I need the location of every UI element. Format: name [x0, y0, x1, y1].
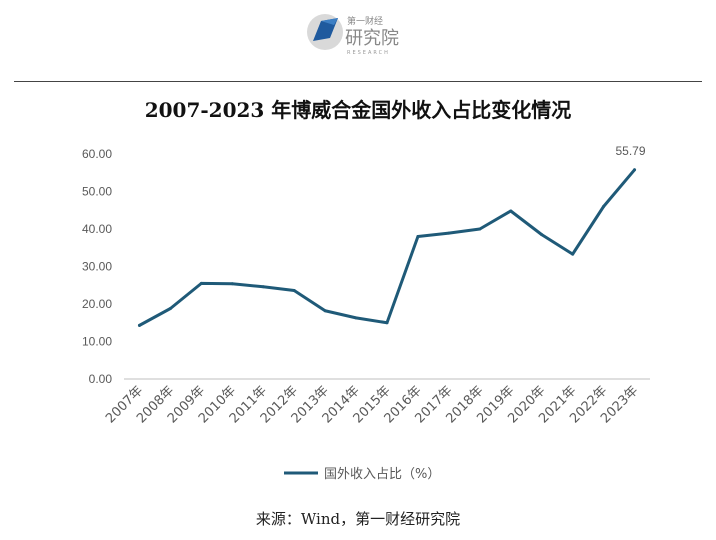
header-divider [14, 81, 702, 82]
data-point [540, 233, 544, 237]
data-point [137, 323, 141, 327]
y-tick-label: 40.00 [82, 222, 112, 236]
data-label: 55.79 [616, 144, 646, 158]
data-point [509, 209, 513, 213]
data-point [168, 307, 172, 310]
data-point [478, 227, 482, 231]
data-point [633, 168, 637, 172]
data-point [199, 281, 203, 285]
data-point [416, 235, 420, 238]
x-axis-ticks: 2007年2008年2009年2010年2011年2012年2013年2014年… [103, 383, 641, 426]
y-tick-label: 20.00 [82, 297, 112, 311]
source-note: 来源：Wind，第一财经研究院 [255, 510, 461, 528]
chart-title: 2007-2023 年博威合金国外收入占比变化情况 [144, 98, 572, 122]
research-logo: 第一财经 研究院 RESEARCH [305, 8, 415, 56]
data-point [447, 231, 451, 235]
logo-sub-text: RESEARCH [347, 50, 390, 56]
data-point [354, 316, 358, 320]
folded-paper-logo-icon [307, 14, 343, 50]
data-point [261, 285, 265, 289]
y-tick-label: 0.00 [89, 372, 113, 386]
logo-small-text: 第一财经 [347, 15, 383, 27]
data-point [323, 309, 327, 313]
y-tick-label: 10.00 [82, 335, 112, 349]
data-point [571, 252, 575, 256]
y-tick-label: 60.00 [82, 147, 112, 161]
line-chart: 0.00 10.00 20.00 30.00 40.00 50.00 60.00 2007年… [82, 144, 650, 482]
logo-large-text: 研究院 [345, 28, 399, 49]
data-labels: 55.79 [616, 144, 646, 158]
y-tick-label: 50.00 [82, 185, 112, 199]
legend-label: 国外收入占比（%） [324, 467, 440, 482]
chart-legend: 国外收入占比（%） [284, 467, 440, 482]
y-tick-label: 30.00 [82, 260, 112, 274]
series-line-foreign-revenue-share [137, 168, 637, 327]
y-axis-ticks: 0.00 10.00 20.00 30.00 40.00 50.00 60.00 [82, 147, 112, 386]
data-point [602, 205, 606, 208]
data-point [292, 289, 296, 292]
data-point [230, 282, 234, 286]
data-point [385, 321, 389, 325]
series-points [137, 168, 637, 327]
